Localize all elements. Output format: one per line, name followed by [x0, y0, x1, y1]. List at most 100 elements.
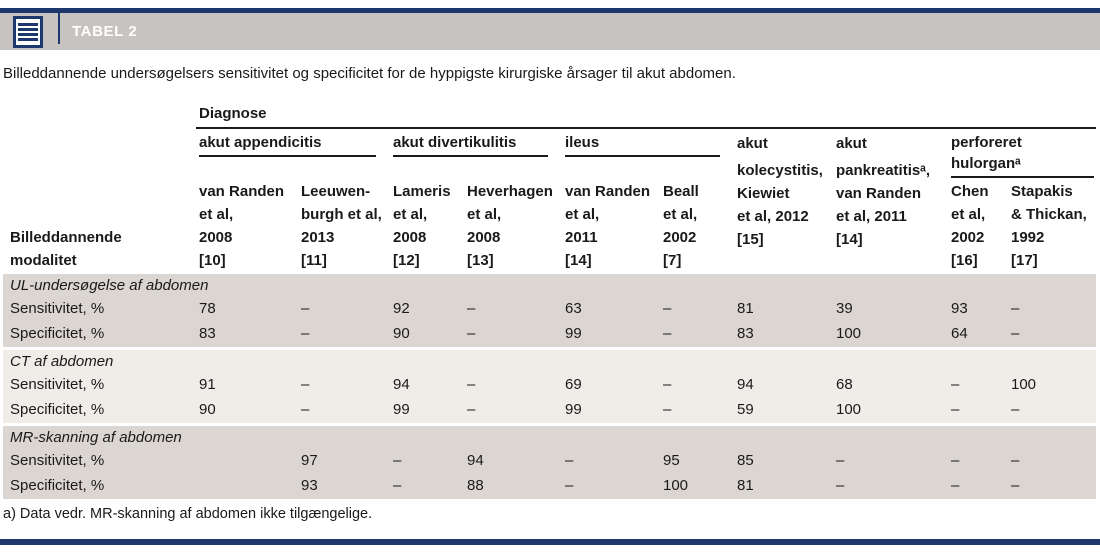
col-header-heverhagen-2008: Heverhagen et al, 2008 [13] — [464, 178, 562, 274]
cell: 90 — [390, 322, 464, 347]
header-line: Chen — [951, 183, 989, 200]
footnote: a) Data vedr. MR-skanning af abdomen ikk… — [3, 506, 373, 522]
header-line: et al, — [663, 206, 698, 223]
cell: – — [390, 474, 464, 499]
table-row: Specificitet, % 93 – 88 – 100 81 – – – — [3, 474, 1097, 499]
cell: – — [298, 322, 390, 347]
cell: – — [464, 373, 562, 398]
header-line: van Randen — [836, 185, 922, 202]
header-line: Lameris — [393, 183, 451, 200]
table-title-bar: TABEL 2 — [0, 11, 1100, 50]
cell: 94 — [734, 373, 833, 398]
section-row-mr: MR-skanning af abdomen — [3, 426, 1097, 449]
cell: 83 — [196, 322, 298, 347]
section-title: MR-skanning af abdomen — [3, 426, 1097, 449]
cell: 100 — [660, 474, 734, 499]
cell: 59 — [734, 398, 833, 423]
section-row-ct: CT af abdomen — [3, 350, 1097, 373]
header-line: Leeuwen- — [301, 183, 371, 200]
corner-header: Billeddannende modalitet — [3, 102, 196, 274]
header-line: 2008 — [199, 229, 233, 246]
cell: 81 — [734, 297, 833, 322]
header-line: [15] — [737, 231, 764, 248]
cell: – — [298, 373, 390, 398]
header-line: Beall — [663, 183, 699, 200]
group-appendicitis: akut appendicitis — [196, 128, 390, 178]
header-line: et al, 2012 — [737, 208, 809, 225]
header-line: et al, — [467, 206, 502, 223]
cell: 64 — [948, 322, 1008, 347]
table-caption: Billeddannende undersøgelsers sensitivit… — [3, 65, 736, 82]
header-line: et al, — [951, 206, 986, 223]
bottom-navy-rule — [0, 539, 1100, 545]
header-line: 2008 — [467, 229, 501, 246]
section-title: UL-undersøgelse af abdomen — [3, 274, 1097, 297]
cell: – — [833, 449, 948, 474]
cell: – — [298, 398, 390, 423]
table-row: Specificitet, % 83 – 90 – 99 – 83 100 64… — [3, 322, 1097, 347]
cell: – — [660, 297, 734, 322]
header-line: 2008 — [393, 229, 427, 246]
cell: 92 — [390, 297, 464, 322]
header-line: akut — [836, 135, 867, 152]
header-line: [12] — [393, 252, 420, 269]
icon-line — [18, 22, 38, 26]
table-title: TABEL 2 — [72, 23, 138, 40]
cell: 68 — [833, 373, 948, 398]
header-line: 2011 — [565, 229, 598, 246]
col-header-van-randen-2011: van Randen et al, 2011 [14] — [562, 178, 660, 274]
row-label: Specificitet, % — [3, 474, 196, 499]
cell: – — [660, 322, 734, 347]
header-line: [10] — [199, 252, 226, 269]
col-header-lameris-2008: Lameris et al, 2008 [12] — [390, 178, 464, 274]
cell: 99 — [562, 322, 660, 347]
header-line: van Randen — [565, 183, 651, 200]
top-navy-rule — [0, 8, 1100, 13]
col-header-beall-2002: Beall et al, 2002 [7] — [660, 178, 734, 274]
cell: 99 — [562, 398, 660, 423]
cell: – — [833, 474, 948, 499]
cell: – — [948, 373, 1008, 398]
header-line: et al, 2011 — [836, 208, 907, 225]
header-line: et al, — [393, 206, 428, 223]
col-header-leeuwenburgh-2013: Leeuwen- burgh et al, 2013 [11] — [298, 178, 390, 274]
cell: – — [464, 322, 562, 347]
table-row: Sensitivitet, % 91 – 94 – 69 – 94 68 – 1… — [3, 373, 1097, 398]
group-label: perforeret hulorganᵃ — [951, 129, 1095, 178]
icon-line — [18, 32, 38, 36]
cell: – — [1008, 449, 1097, 474]
header-line: 2013 — [301, 229, 335, 246]
diagnose-row: Billeddannende modalitet Diagnose — [3, 102, 1097, 269]
cell: 63 — [562, 297, 660, 322]
data-table: Billeddannende modalitet Diagnose akut a… — [3, 102, 1097, 499]
row-label: Specificitet, % — [3, 398, 196, 423]
cell: – — [464, 297, 562, 322]
header-line: van Randen — [199, 183, 285, 200]
cell: – — [562, 474, 660, 499]
header-line: & Thickan, — [1011, 206, 1087, 223]
section-gap — [3, 423, 1097, 426]
cell: 95 — [660, 449, 734, 474]
cell: 94 — [464, 449, 562, 474]
cell: 100 — [833, 398, 948, 423]
row-label: Specificitet, % — [3, 322, 196, 347]
header-line: Kiewiet — [737, 185, 790, 202]
cell: 88 — [464, 474, 562, 499]
group-label: akut appendicitis — [199, 129, 376, 157]
cell: 97 — [298, 449, 390, 474]
group-perforeret-hulorgan: perforeret hulorganᵃ — [948, 128, 1096, 178]
cell: – — [948, 398, 1008, 423]
cell: 83 — [734, 322, 833, 347]
title-separator — [58, 11, 60, 44]
cell: 78 — [196, 297, 298, 322]
cell: 85 — [734, 449, 833, 474]
header-line: Stapakis — [1011, 183, 1073, 200]
cell: – — [464, 398, 562, 423]
cell: 91 — [196, 373, 298, 398]
cell: 69 — [562, 373, 660, 398]
section-row-ul: UL-undersøgelse af abdomen — [3, 274, 1097, 297]
cell: 99 — [390, 398, 464, 423]
header-line: 1992 — [1011, 229, 1045, 246]
header-line: 2002 — [663, 229, 697, 246]
col-header-chen-2002: Chen et al, 2002 [16] — [948, 178, 1008, 274]
